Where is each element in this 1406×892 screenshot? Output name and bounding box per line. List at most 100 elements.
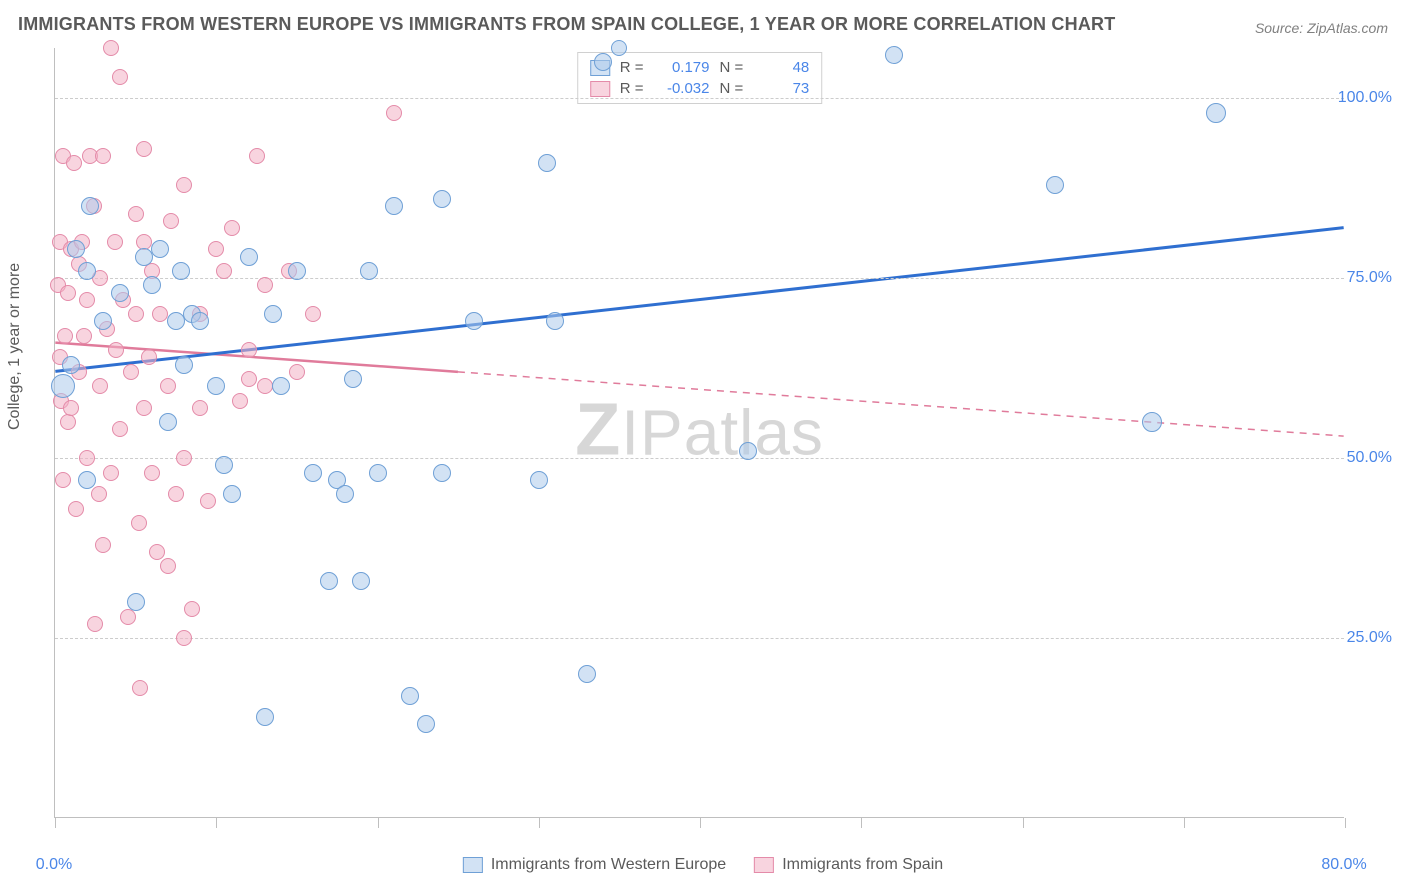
scatter-point-sp	[160, 558, 176, 574]
legend-label-sp: Immigrants from Spain	[782, 856, 943, 874]
scatter-point-sp	[216, 263, 232, 279]
scatter-point-sp	[60, 414, 76, 430]
correlation-legend: R = 0.179 N = 48 R = -0.032 N = 73	[577, 52, 823, 104]
gridline	[55, 98, 1344, 99]
r-label: R =	[620, 59, 644, 76]
scatter-point-we	[611, 40, 627, 56]
scatter-point-sp	[66, 155, 82, 171]
y-tick-label: 50.0%	[1347, 449, 1392, 467]
scatter-point-we	[1206, 103, 1226, 123]
r-value-we: 0.179	[654, 59, 710, 76]
scatter-point-sp	[128, 306, 144, 322]
scatter-point-sp	[92, 378, 108, 394]
scatter-point-we	[433, 190, 451, 208]
plot-area: ZIPatlas R = 0.179 N = 48 R = -0.032 N =…	[54, 48, 1344, 818]
scatter-point-sp	[131, 515, 147, 531]
scatter-point-we	[51, 374, 75, 398]
scatter-point-sp	[103, 40, 119, 56]
scatter-point-sp	[163, 213, 179, 229]
scatter-point-we	[304, 464, 322, 482]
scatter-point-we	[320, 572, 338, 590]
scatter-point-we	[885, 46, 903, 64]
scatter-point-sp	[107, 234, 123, 250]
scatter-point-we	[385, 197, 403, 215]
scatter-point-sp	[136, 141, 152, 157]
scatter-point-sp	[79, 292, 95, 308]
x-tick-mark	[378, 818, 379, 828]
scatter-point-sp	[141, 349, 157, 365]
scatter-point-sp	[76, 328, 92, 344]
swatch-we	[463, 857, 483, 873]
trend-lines-layer	[55, 48, 1344, 817]
x-tick-mark	[1023, 818, 1024, 828]
scatter-point-we	[288, 262, 306, 280]
swatch-sp	[590, 81, 610, 97]
scatter-point-sp	[132, 680, 148, 696]
scatter-point-sp	[160, 378, 176, 394]
scatter-point-sp	[168, 486, 184, 502]
scatter-point-we	[111, 284, 129, 302]
x-tick-mark	[700, 818, 701, 828]
r-value-sp: -0.032	[654, 80, 710, 97]
x-tick-mark	[1184, 818, 1185, 828]
scatter-point-we	[272, 377, 290, 395]
scatter-point-we	[207, 377, 225, 395]
scatter-point-we	[344, 370, 362, 388]
y-tick-label: 25.0%	[1347, 629, 1392, 647]
n-label: N =	[720, 59, 744, 76]
scatter-point-sp	[208, 241, 224, 257]
scatter-point-sp	[79, 450, 95, 466]
swatch-sp	[754, 857, 774, 873]
r-label: R =	[620, 80, 644, 97]
gridline	[55, 638, 1344, 639]
legend-row-we: R = 0.179 N = 48	[590, 57, 810, 78]
scatter-point-sp	[123, 364, 139, 380]
n-value-we: 48	[753, 59, 809, 76]
scatter-point-we	[240, 248, 258, 266]
scatter-point-we	[151, 240, 169, 258]
scatter-point-we	[739, 442, 757, 460]
scatter-point-sp	[241, 371, 257, 387]
scatter-point-we	[62, 356, 80, 374]
scatter-point-sp	[249, 148, 265, 164]
y-axis-label: College, 1 year or more	[6, 263, 24, 430]
scatter-point-sp	[103, 465, 119, 481]
scatter-point-sp	[176, 450, 192, 466]
y-tick-label: 75.0%	[1347, 269, 1392, 287]
scatter-point-sp	[128, 206, 144, 222]
source-attribution: Source: ZipAtlas.com	[1255, 20, 1388, 36]
scatter-point-we	[530, 471, 548, 489]
scatter-point-sp	[232, 393, 248, 409]
n-value-sp: 73	[753, 80, 809, 97]
scatter-point-sp	[60, 285, 76, 301]
scatter-point-we	[78, 262, 96, 280]
x-tick-mark	[55, 818, 56, 828]
scatter-point-we	[143, 276, 161, 294]
scatter-point-sp	[176, 177, 192, 193]
scatter-point-we	[401, 687, 419, 705]
scatter-point-we	[594, 53, 612, 71]
x-tick-mark	[539, 818, 540, 828]
scatter-point-sp	[289, 364, 305, 380]
scatter-point-sp	[241, 342, 257, 358]
scatter-point-we	[191, 312, 209, 330]
legend-item-sp: Immigrants from Spain	[754, 856, 943, 874]
x-tick-mark	[861, 818, 862, 828]
scatter-point-sp	[108, 342, 124, 358]
scatter-point-we	[1046, 176, 1064, 194]
scatter-point-sp	[95, 148, 111, 164]
scatter-point-we	[223, 485, 241, 503]
trend-sp-dashed	[458, 372, 1344, 436]
y-tick-label: 100.0%	[1338, 89, 1392, 107]
scatter-point-we	[578, 665, 596, 683]
scatter-point-we	[78, 471, 96, 489]
x-tick-label: 0.0%	[36, 856, 72, 874]
scatter-point-sp	[87, 616, 103, 632]
scatter-point-we	[94, 312, 112, 330]
scatter-point-we	[336, 485, 354, 503]
scatter-point-sp	[184, 601, 200, 617]
scatter-point-sp	[144, 465, 160, 481]
scatter-point-sp	[55, 472, 71, 488]
scatter-point-we	[264, 305, 282, 323]
scatter-point-sp	[305, 306, 321, 322]
